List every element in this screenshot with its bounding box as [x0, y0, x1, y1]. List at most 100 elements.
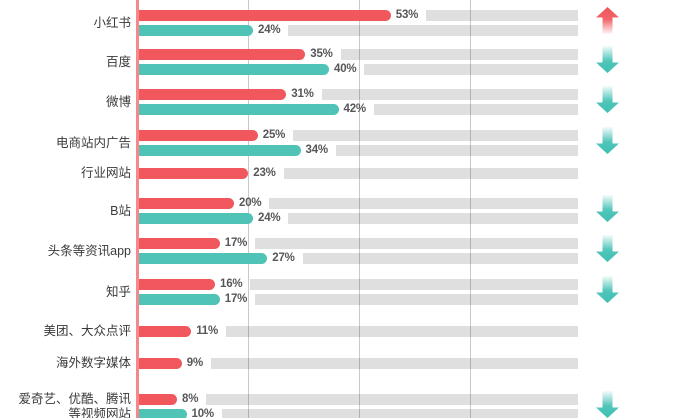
bar-value-series1: 20%: [239, 197, 262, 209]
bar-track: [255, 238, 578, 249]
bar-track: [340, 49, 578, 60]
bar-series1: [139, 130, 258, 141]
bar-row-series1: 25%: [139, 129, 578, 141]
bar-track: [426, 10, 578, 21]
category-label: 百度: [105, 54, 131, 69]
bar-row-series1: 53%: [139, 9, 578, 21]
bar-row-series2: 27%: [139, 252, 578, 264]
bar-row-series1: 8%: [139, 393, 578, 405]
bar-series1: [139, 279, 215, 290]
bar-row-series2: 24%: [139, 24, 578, 36]
trend-up-arrow-icon: [596, 7, 619, 34]
bar-value-series1: 17%: [224, 237, 248, 249]
bar-row-series2: 24%: [139, 212, 578, 224]
bar-track: [302, 253, 578, 264]
category-label: B站: [110, 203, 131, 218]
bar-track: [373, 104, 578, 115]
bar-value-series1: 53%: [395, 9, 419, 21]
bar-track: [283, 168, 578, 179]
bar-series2: [139, 409, 187, 418]
bar-series2: [139, 294, 220, 305]
bar-series1: [139, 168, 249, 179]
trend-down-arrow-icon: [596, 127, 619, 154]
category-label: 电商站内广告: [55, 135, 131, 150]
y-axis-line: [136, 0, 139, 418]
bar-series2: [139, 25, 253, 36]
category-label: 知乎: [105, 284, 131, 299]
bar-row-series2: 42%: [139, 103, 578, 115]
bar-series2: [139, 64, 329, 75]
category-label: 微博: [105, 94, 131, 109]
bar-row-series1: 9%: [139, 357, 578, 369]
bar-track: [364, 64, 578, 75]
bar-value-series2: 27%: [272, 252, 295, 264]
bar-value-series2: 40%: [334, 63, 357, 75]
bar-track: [255, 294, 578, 305]
category-label: 小红书: [93, 15, 131, 30]
trend-down-arrow-icon: [596, 86, 619, 113]
category-label: 行业网站: [80, 166, 131, 180]
bar-track: [206, 394, 578, 405]
bar-value-series2: 10%: [191, 408, 215, 418]
trend-down-arrow-icon: [596, 46, 619, 73]
bar-row-series2: 34%: [139, 144, 578, 156]
bar-track: [269, 198, 578, 209]
gridline: [470, 0, 471, 418]
bar-track: [335, 145, 578, 156]
bar-value-series2: 24%: [258, 24, 281, 36]
trend-down-arrow-icon: [596, 235, 619, 262]
bar-track: [321, 89, 578, 100]
bar-value-series2: 17%: [224, 293, 248, 305]
bar-track: [221, 409, 578, 418]
bar-value-series2: 24%: [258, 212, 281, 224]
bar-value-series2: 42%: [343, 103, 367, 115]
bar-track: [288, 25, 578, 36]
bar-value-series1: 11%: [196, 325, 219, 337]
bar-row-series1: 31%: [139, 88, 578, 100]
bar-value-series1: 35%: [310, 48, 333, 60]
bar-series1: [139, 10, 391, 21]
trend-down-arrow-icon: [596, 276, 619, 303]
bar-value-series1: 25%: [262, 129, 286, 141]
bar-series1: [139, 358, 182, 369]
bar-series2: [139, 104, 339, 115]
bar-row-series2: 10%: [139, 408, 578, 418]
bar-series1: [139, 198, 234, 209]
bar-row-series1: 35%: [139, 48, 578, 60]
bar-track: [288, 213, 578, 224]
trend-down-arrow-icon: [596, 195, 619, 222]
bar-row-series2: 17%: [139, 293, 578, 305]
category-label: 头条等资讯app: [47, 243, 131, 258]
bar-series1: [139, 326, 192, 337]
bar-series1: [139, 394, 177, 405]
bar-series2: [139, 213, 253, 224]
bar-track: [293, 130, 578, 141]
bar-row-series1: 23%: [139, 167, 578, 179]
category-label: 爱奇艺、优酷、腾讯 等视频网站: [18, 392, 131, 418]
bar-value-series1: 31%: [291, 88, 314, 100]
trend-down-arrow-icon: [596, 391, 619, 418]
bar-value-series1: 8%: [182, 393, 199, 405]
bar-value-series1: 9%: [186, 357, 203, 369]
gridline: [359, 0, 360, 418]
bar-series1: [139, 238, 220, 249]
bar-row-series1: 11%: [139, 325, 578, 337]
bar-row-series1: 17%: [139, 237, 578, 249]
bar-row-series2: 40%: [139, 63, 578, 75]
bar-row-series1: 20%: [139, 197, 578, 209]
gridline: [248, 0, 249, 418]
bar-value-series2: 34%: [305, 144, 329, 156]
bar-track: [250, 279, 578, 290]
category-label: 海外数字媒体: [55, 356, 131, 370]
bar-series2: [139, 253, 268, 264]
bar-series1: [139, 89, 287, 100]
bar-track: [226, 326, 578, 337]
bar-value-series1: 23%: [253, 167, 276, 179]
bar-track: [210, 358, 578, 369]
bar-series2: [139, 145, 301, 156]
category-label: 美团、大众点评: [43, 324, 131, 338]
bar-row-series1: 16%: [139, 278, 578, 290]
bar-value-series1: 16%: [220, 278, 243, 290]
bar-series1: [139, 49, 306, 60]
